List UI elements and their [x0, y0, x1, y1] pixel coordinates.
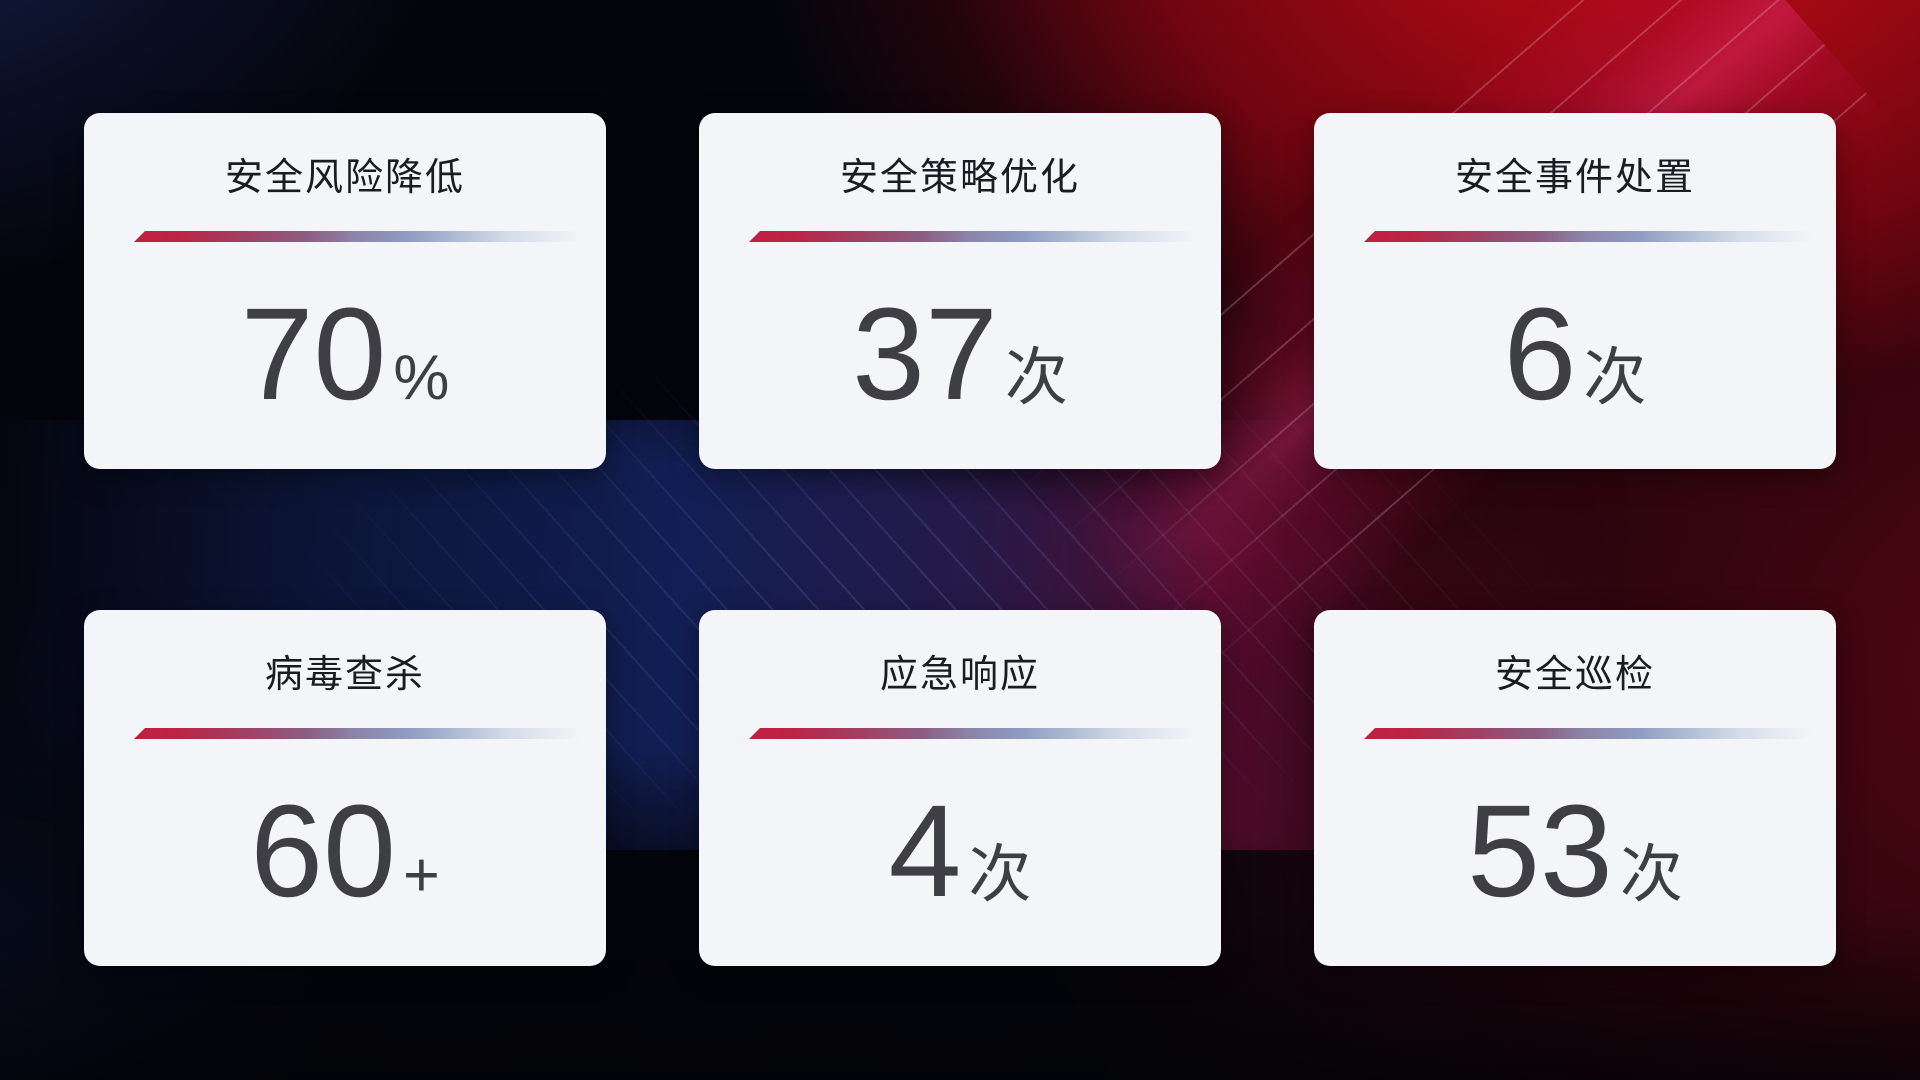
stat-value-row: 53 次: [1467, 785, 1683, 916]
stat-card-emergency-response: 应急响应 4 次: [699, 610, 1221, 966]
stat-value: 60: [250, 777, 396, 924]
accent-divider: [134, 231, 591, 242]
stat-value-row: 60 +: [250, 785, 440, 916]
stat-value-row: 37 次: [852, 288, 1068, 419]
card-title: 安全事件处置: [1454, 157, 1695, 199]
accent-divider: [1364, 728, 1821, 739]
stat-unit: %: [393, 343, 450, 413]
accent-divider: [749, 728, 1206, 739]
card-title: 应急响应: [879, 654, 1040, 696]
accent-divider: [134, 728, 591, 739]
stat-value: 70: [240, 280, 387, 427]
card-title: 病毒查杀: [264, 654, 425, 696]
stat-value: 53: [1467, 777, 1613, 924]
card-title: 安全巡检: [1494, 654, 1655, 696]
stat-value-row: 70 %: [241, 288, 450, 419]
stat-card-policy-optimization: 安全策略优化 37 次: [699, 113, 1221, 469]
stat-card-security-risk-reduction: 安全风险降低 70 %: [84, 113, 606, 469]
accent-divider: [749, 231, 1206, 242]
card-title: 安全策略优化: [839, 157, 1080, 199]
stat-value: 37: [852, 280, 998, 427]
stat-unit: 次: [1004, 343, 1068, 413]
stat-value: 4: [888, 777, 962, 924]
stat-unit: +: [402, 840, 440, 910]
stat-card-incident-handling: 安全事件处置 6 次: [1314, 113, 1836, 469]
stat-card-virus-scan: 病毒查杀 60 +: [84, 610, 606, 966]
stat-unit: 次: [1619, 840, 1683, 910]
stat-unit: 次: [1583, 343, 1647, 413]
stat-card-security-inspection: 安全巡检 53 次: [1314, 610, 1836, 966]
stat-value: 6: [1503, 280, 1577, 427]
stat-value-row: 4 次: [889, 785, 1032, 916]
card-title: 安全风险降低: [224, 157, 465, 199]
stat-unit: 次: [968, 840, 1032, 910]
stat-value-row: 6 次: [1504, 288, 1647, 419]
accent-divider: [1364, 231, 1821, 242]
